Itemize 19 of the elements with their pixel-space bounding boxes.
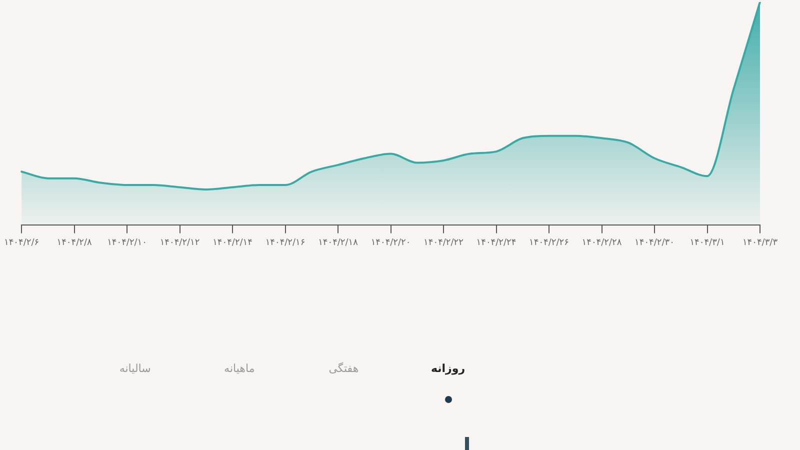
x-tick-label: ۱۴۰۴/۲/۶: [4, 238, 40, 248]
x-tick-label: ۱۴۰۴/۳/۱: [690, 238, 725, 248]
x-tick-label: ۱۴۰۴/۲/۲۲: [424, 238, 464, 248]
x-tick-label: ۱۴۰۴/۲/۱۸: [318, 238, 358, 248]
x-tick-label: ۱۴۰۴/۲/۱۲: [160, 238, 200, 248]
x-tick-label: ۱۴۰۴/۲/۲۰: [370, 238, 411, 248]
period-tab[interactable]: هفتگی: [328, 362, 359, 376]
x-tick-label: ۱۴۰۴/۲/۲۸: [582, 238, 622, 248]
x-tick-label: ۱۴۰۴/۳/۳: [742, 238, 778, 248]
x-tick-label: ۱۴۰۴/۲/۲۴: [476, 238, 516, 248]
x-tick-label: ۱۴۰۴/۲/۳۰: [634, 238, 674, 248]
period-tab[interactable]: ماهیانه: [224, 362, 255, 376]
x-tick-label: ۱۴۰۴/۲/۲۶: [529, 238, 570, 248]
period-tab[interactable]: سالیانه: [119, 362, 151, 376]
x-tick-label: ۱۴۰۴/۲/۱۶: [265, 238, 306, 248]
x-tick-label: ۱۴۰۴/۲/۱۴: [212, 238, 253, 248]
period-tab[interactable]: روزانه: [430, 362, 466, 376]
x-tick-label: ۱۴۰۴/۲/۸: [56, 238, 92, 248]
x-tick-label: ۱۴۰۴/۲/۱۰: [107, 238, 147, 248]
